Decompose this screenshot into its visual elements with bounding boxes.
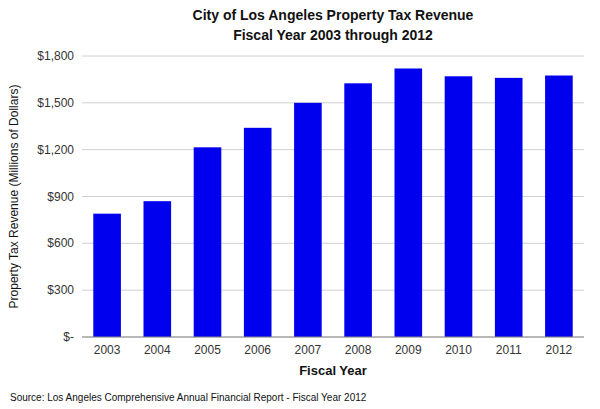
y-tick-label: $1,500 [37,96,74,110]
y-axis: $- $300 $600 $900 $1,200 $1,500 $1,800 [37,49,74,344]
y-axis-label: Property Tax Revenue (Millions of Dollar… [7,85,21,309]
bars [93,68,572,337]
y-tick-label: $1,200 [37,143,74,157]
x-tick-label: 2005 [194,343,221,357]
x-tick-label: 2007 [295,343,322,357]
title: City of Los Angeles Property Tax Revenue [193,7,474,23]
y-tick-label: $300 [47,283,74,297]
bar [143,201,171,337]
x-axis-line [82,337,584,338]
bar [344,83,372,337]
x-tick-label: 2010 [445,343,472,357]
grid [82,56,584,337]
y-tick-label: $- [63,330,74,344]
bar [445,76,473,337]
x-tick-label: 2012 [546,343,573,357]
x-axis-label: Fiscal Year [299,363,367,378]
x-axis: 2003 2004 2005 2006 2007 2008 2009 2010 2011 2012 [94,343,573,357]
bar [394,68,422,337]
subtitle: Fiscal Year 2003 through 2012 [233,27,433,43]
bar [545,76,573,337]
source-note: Source: Los Angeles Comprehensive Annual… [10,392,367,403]
y-tick-label: $1,800 [37,49,74,63]
y-tick-label: $600 [47,236,74,250]
y-tick-label: $900 [47,190,74,204]
x-tick-label: 2008 [345,343,372,357]
bar [194,147,222,337]
grid-line [82,337,584,338]
bar [294,103,322,337]
chart-container: $- $300 $600 $900 $1,200 $1,500 $1,800 2003 2004… [0,0,600,409]
x-tick-label: 2011 [496,343,522,357]
x-tick-label: 2003 [94,343,121,357]
x-tick-label: 2004 [144,343,171,357]
bar [93,214,121,337]
bar [244,128,272,337]
grid-line [82,56,584,57]
bar [495,78,523,337]
x-tick-label: 2006 [244,343,271,357]
chart: $- $300 $600 $900 $1,200 $1,500 $1,800 2003 2004… [0,0,600,409]
x-tick-label: 2009 [395,343,422,357]
